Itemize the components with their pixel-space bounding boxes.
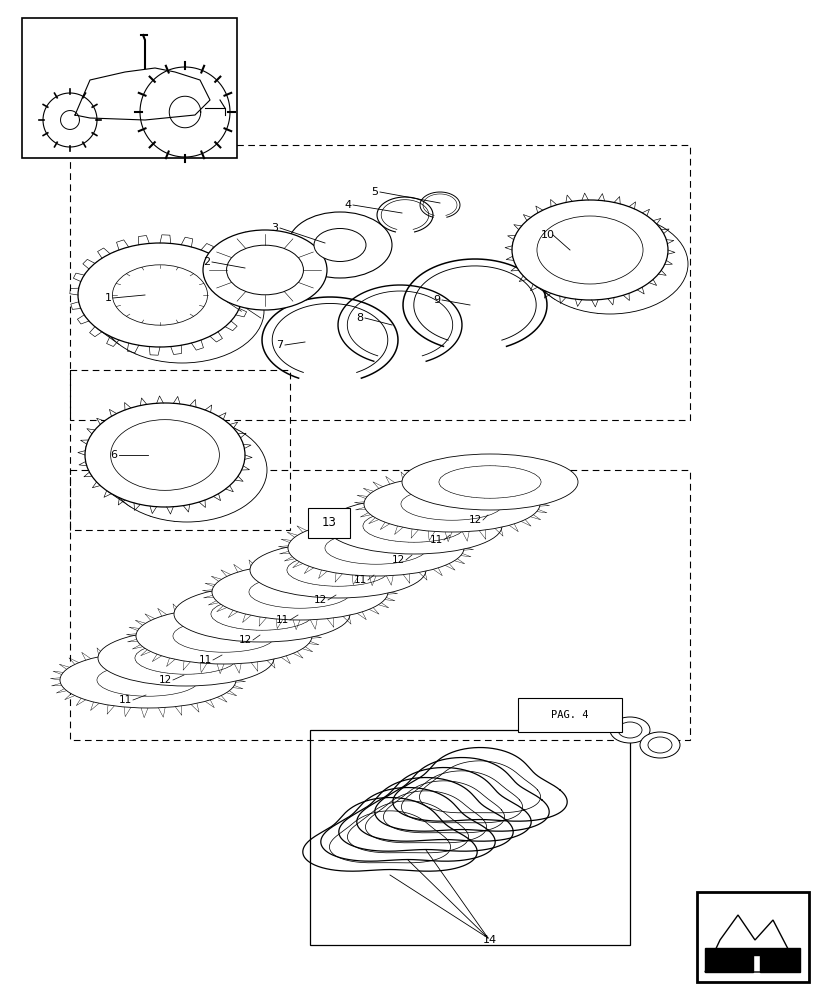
Ellipse shape: [400, 488, 503, 520]
Text: 9: 9: [433, 295, 440, 305]
Text: 10: 10: [540, 230, 554, 240]
Text: 11: 11: [118, 695, 131, 705]
Ellipse shape: [326, 498, 501, 554]
Text: 12: 12: [158, 675, 171, 685]
Text: 12: 12: [313, 595, 326, 605]
Text: 12: 12: [238, 635, 251, 645]
Text: 1: 1: [104, 293, 112, 303]
Bar: [309, 730, 629, 945]
FancyBboxPatch shape: [308, 508, 350, 538]
Text: 11: 11: [429, 535, 442, 545]
Ellipse shape: [60, 652, 236, 708]
Polygon shape: [704, 948, 799, 972]
Ellipse shape: [639, 732, 679, 758]
Ellipse shape: [97, 664, 198, 696]
Ellipse shape: [313, 229, 366, 261]
Ellipse shape: [78, 243, 241, 347]
Ellipse shape: [212, 564, 388, 620]
Text: 13: 13: [321, 516, 336, 530]
Ellipse shape: [249, 576, 351, 608]
Ellipse shape: [617, 722, 641, 738]
Text: 7: 7: [276, 340, 283, 350]
Ellipse shape: [402, 454, 577, 510]
Ellipse shape: [364, 476, 539, 532]
Ellipse shape: [362, 510, 465, 542]
Polygon shape: [704, 915, 799, 972]
Text: 6: 6: [110, 450, 117, 460]
Text: 2: 2: [203, 257, 210, 267]
Ellipse shape: [288, 212, 391, 278]
Ellipse shape: [438, 466, 540, 498]
Ellipse shape: [211, 598, 313, 630]
Ellipse shape: [107, 418, 266, 522]
Bar: [22, 18, 237, 158]
Text: 5: 5: [371, 187, 378, 197]
Text: 11: 11: [353, 575, 366, 585]
Ellipse shape: [227, 245, 303, 295]
Text: 8: 8: [356, 313, 363, 323]
Bar: [70, 145, 689, 420]
Text: 3: 3: [271, 223, 278, 233]
Text: 11: 11: [198, 655, 212, 665]
Ellipse shape: [100, 259, 264, 363]
Bar: [70, 370, 289, 530]
Text: 11: 11: [275, 615, 289, 625]
Ellipse shape: [537, 216, 643, 284]
Ellipse shape: [136, 608, 312, 664]
Text: 14: 14: [482, 935, 496, 945]
Text: 12: 12: [391, 555, 404, 565]
Ellipse shape: [287, 554, 389, 586]
Text: 12: 12: [468, 515, 481, 525]
Ellipse shape: [173, 620, 275, 652]
Ellipse shape: [203, 230, 327, 310]
Ellipse shape: [288, 520, 463, 576]
Bar: [70, 470, 689, 740]
Ellipse shape: [532, 214, 687, 314]
Bar: [696, 892, 808, 982]
Text: PAG. 4: PAG. 4: [551, 710, 588, 720]
Ellipse shape: [112, 265, 208, 325]
Ellipse shape: [511, 200, 667, 300]
Ellipse shape: [324, 532, 427, 564]
Ellipse shape: [174, 586, 350, 642]
Ellipse shape: [648, 737, 672, 753]
Ellipse shape: [85, 403, 245, 507]
Ellipse shape: [609, 717, 649, 743]
Ellipse shape: [250, 542, 425, 598]
Ellipse shape: [135, 642, 237, 674]
Ellipse shape: [98, 630, 274, 686]
FancyBboxPatch shape: [518, 698, 621, 732]
Text: 4: 4: [344, 200, 351, 210]
Ellipse shape: [111, 420, 219, 490]
